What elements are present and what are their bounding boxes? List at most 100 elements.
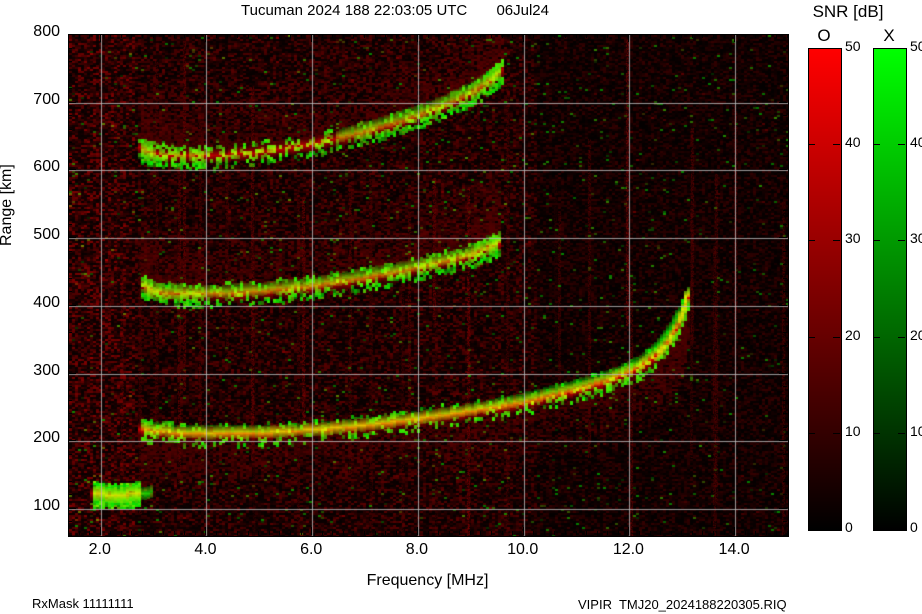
y-tick-major [779,304,787,306]
x-tick-minor [406,531,408,535]
x-tick-minor [691,34,693,38]
y-tick-minor [68,535,72,536]
x-tick-minor [332,34,334,38]
x-tick-minor [89,34,91,38]
x-tick-minor [480,34,482,38]
y-tick-minor [783,480,787,482]
x-tick-minor [490,34,492,38]
colorbar-x-gradient [873,48,907,531]
y-tick-minor [68,182,72,184]
x-tick-major [311,527,313,535]
x-tick-minor [268,34,270,38]
rxmask-label: RxMask 11111111 [32,596,134,611]
x-tick-minor [427,34,429,38]
x-tick-minor [617,531,619,535]
x-tick-minor [258,531,260,535]
x-tick-minor [120,531,122,535]
x-tick-major [522,527,524,535]
colorbar-tick-label: 0 [845,519,853,535]
x-tick-label: 4.0 [194,541,217,558]
y-tick-major [68,372,76,374]
x-tick-minor [469,531,471,535]
x-tick-minor [607,531,609,535]
x-tick-minor [533,34,535,38]
colorbar-tick [873,432,880,434]
ionogram-plot [68,34,789,537]
x-tick-major [205,34,207,42]
y-tick-minor [783,142,787,144]
x-tick-minor [490,531,492,535]
x-tick-major [311,34,313,42]
x-tick-minor [469,34,471,38]
x-tick-minor [744,531,746,535]
y-tick-minor [783,467,787,469]
y-tick-minor [783,88,787,90]
y-tick-label: 100 [33,496,60,514]
x-tick-minor [427,531,429,535]
x-axis-title: Frequency [MHz] [366,572,489,589]
x-tick-minor [691,531,693,535]
colorbar-tick-label: 0 [910,519,918,535]
x-tick-label: 12.0 [612,541,644,558]
y-tick-minor [68,196,72,198]
x-tick-minor [78,531,80,535]
x-tick-minor [670,34,672,38]
colorbar-tick [898,144,905,146]
x-tick-minor [247,34,249,38]
y-tick-minor [783,345,787,347]
x-tick-major [99,34,101,42]
colorbar-tick [898,336,905,338]
y-tick-minor [783,264,787,266]
y-tick-minor [783,250,787,252]
colorbar-x-label: X [883,26,895,45]
x-tick-minor [353,34,355,38]
x-tick-minor [480,531,482,535]
y-tick-major [779,34,787,35]
y-tick-major [68,304,76,306]
y-tick-minor [68,88,72,90]
x-tick-minor [744,34,746,38]
y-tick-major [68,440,76,442]
y-tick-minor [783,494,787,496]
y-tick-label: 300 [33,361,60,379]
x-tick-minor [332,531,334,535]
x-tick-minor [279,34,281,38]
x-tick-minor [649,531,651,535]
y-tick-minor [783,155,787,157]
y-tick-minor [68,210,72,212]
x-tick-minor [501,531,503,535]
x-tick-minor [131,34,133,38]
x-tick-major [205,527,207,535]
x-tick-minor [438,34,440,38]
y-tick-minor [68,386,72,388]
x-tick-major [628,34,630,42]
y-tick-minor [68,142,72,144]
y-tick-minor [783,358,787,360]
x-tick-minor [564,34,566,38]
x-tick-minor [712,531,714,535]
colorbar-tick [808,144,815,146]
x-tick-minor [120,34,122,38]
colorbar-title: SNR [dB] [812,2,884,21]
x-tick-label: 2.0 [88,541,111,558]
colorbar-tick [808,336,815,338]
y-tick-minor [68,277,72,279]
y-tick-major [68,237,76,239]
y-tick-minor [783,223,787,225]
x-tick-minor [216,531,218,535]
x-tick-minor [300,34,302,38]
x-tick-minor [765,34,767,38]
colorbar-tick-label: 20 [910,326,922,343]
x-tick-minor [617,34,619,38]
x-tick-minor [226,34,228,38]
y-tick-minor [783,47,787,49]
x-tick-minor [374,34,376,38]
y-tick-label: 500 [33,226,60,244]
x-tick-major [416,34,418,42]
x-tick-minor [681,531,683,535]
x-tick-major [416,527,418,535]
y-tick-minor [68,345,72,347]
colorbar-tick-label: 20 [845,326,861,343]
y-tick-label: 700 [33,90,60,108]
